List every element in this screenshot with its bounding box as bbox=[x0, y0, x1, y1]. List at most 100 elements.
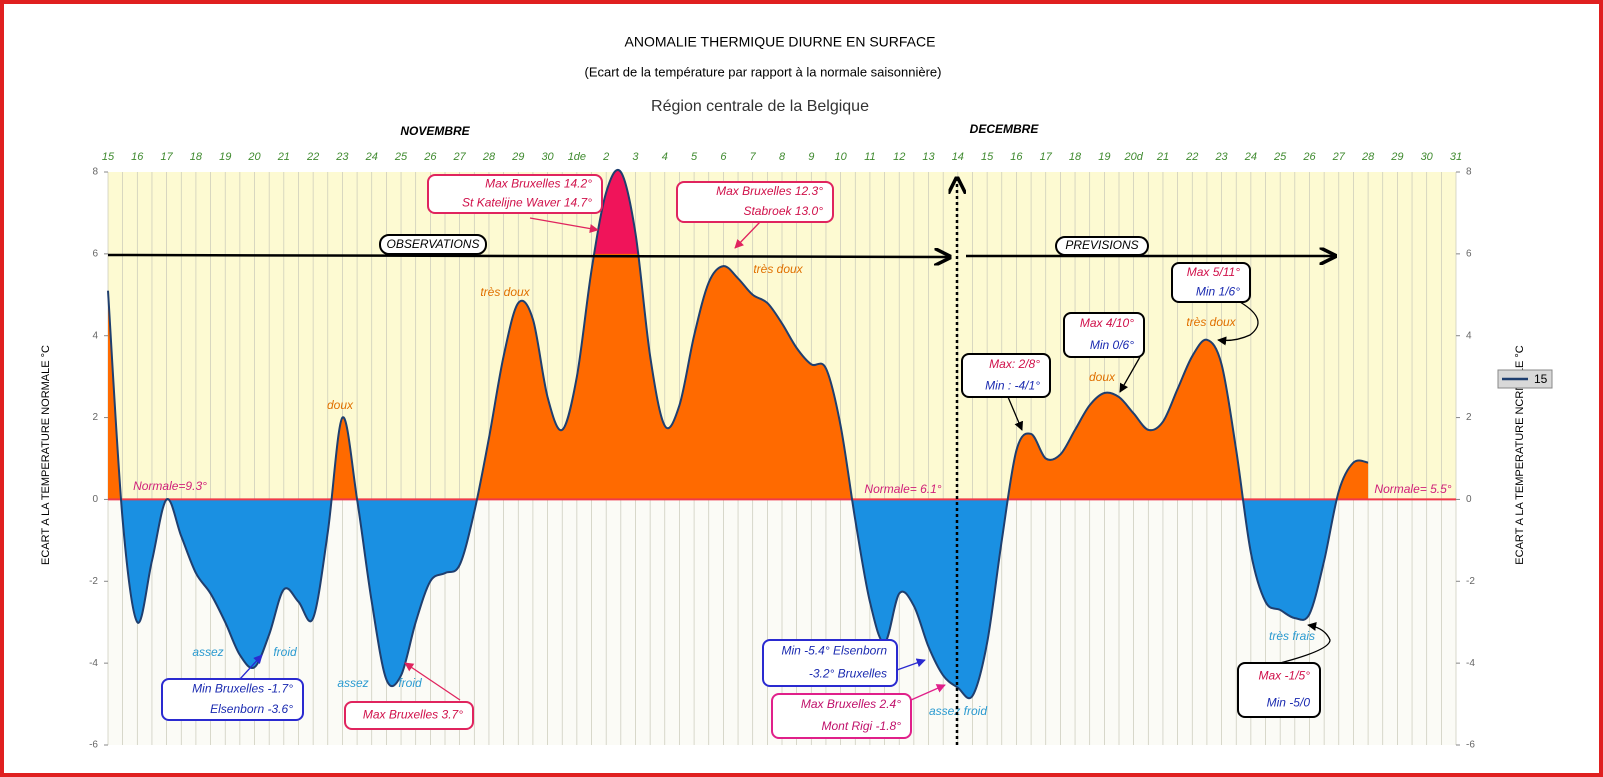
phase-label: PREVISIONS bbox=[1065, 238, 1138, 252]
annotation-box bbox=[1063, 312, 1145, 358]
x-tick-label: 20 bbox=[247, 151, 261, 163]
x-tick-label: 18 bbox=[190, 151, 203, 163]
x-tick-label: 8 bbox=[779, 151, 786, 163]
month-label: DECEMBRE bbox=[970, 122, 1040, 136]
x-tick-label: 7 bbox=[750, 151, 757, 163]
annotation-label: Normale= 5.5° bbox=[1374, 482, 1451, 496]
annotation-text: Max Bruxelles 14.2° bbox=[485, 177, 592, 191]
area-positive bbox=[108, 170, 1369, 500]
x-tick-label: 4 bbox=[662, 151, 668, 163]
annotation-text: Elsenborn -3.6° bbox=[210, 702, 293, 716]
annotation-box bbox=[1171, 262, 1251, 303]
x-tick-label: 13 bbox=[922, 151, 935, 163]
y2-tick-label: -4 bbox=[1466, 658, 1475, 669]
areas bbox=[107, 169, 1456, 700]
annotation-text: Stabroek 13.0° bbox=[743, 204, 823, 218]
y-tick-label: 4 bbox=[92, 330, 98, 341]
annotation-label: froid bbox=[273, 645, 297, 659]
x-tick-label: 23 bbox=[1214, 151, 1228, 163]
annotation-box bbox=[161, 678, 304, 721]
pointer bbox=[239, 654, 263, 680]
x-tick-label: 27 bbox=[1332, 151, 1346, 163]
pointer bbox=[1119, 356, 1141, 393]
annotation-text: -3.2° Bruxelles bbox=[809, 667, 887, 681]
x-tick-label: 16 bbox=[1010, 151, 1023, 163]
x-tick-label: 1de bbox=[568, 151, 586, 163]
x-tick-label: 24 bbox=[365, 151, 378, 163]
x-tick-label: 2 bbox=[602, 151, 609, 163]
annotation-box bbox=[427, 174, 603, 214]
x-tick-label: 21 bbox=[1156, 151, 1169, 163]
annotation-text: Max 5/11° bbox=[1187, 265, 1240, 279]
x-tick-label: 22 bbox=[306, 151, 319, 163]
y2-tick-label: -6 bbox=[1466, 740, 1475, 751]
annotation-text: Max Bruxelles 2.4° bbox=[801, 697, 901, 711]
x-tick-label: 15 bbox=[102, 151, 115, 163]
area-negative bbox=[108, 499, 1369, 699]
annotation-label: assez bbox=[192, 645, 223, 659]
pointer bbox=[529, 217, 599, 234]
x-tick-label: 29 bbox=[1390, 151, 1403, 163]
y-axis-label: ECART A LA TEMPERATURE NORMALE °C bbox=[40, 345, 52, 565]
x-tick-label: 30 bbox=[541, 151, 554, 163]
x-tick-label: 22 bbox=[1185, 151, 1198, 163]
x-tick-label: 10 bbox=[834, 151, 847, 163]
annotation-box bbox=[771, 693, 912, 739]
x-tick-label: 17 bbox=[160, 151, 173, 163]
x-tick-label: 25 bbox=[1273, 151, 1287, 163]
x-tick-label: 15 bbox=[981, 151, 994, 163]
annotation-label: très doux bbox=[1186, 315, 1236, 329]
y-tick-label: 2 bbox=[92, 412, 98, 423]
x-tick-label: 26 bbox=[1302, 151, 1316, 163]
y2-tick-label: 2 bbox=[1466, 412, 1472, 423]
pointer bbox=[404, 662, 461, 701]
x-tick-label: 6 bbox=[720, 151, 727, 163]
legend-label: 15 bbox=[1534, 372, 1548, 386]
y2-tick-label: 8 bbox=[1466, 167, 1472, 178]
annotation-text: Min : -4/1° bbox=[985, 378, 1040, 392]
x-tick-label: 28 bbox=[482, 151, 496, 163]
annotation-box bbox=[1237, 662, 1321, 718]
annotation-box bbox=[344, 701, 474, 730]
annotation-label: assez froid bbox=[929, 704, 987, 718]
x-tick-label: 5 bbox=[691, 151, 698, 163]
y2-tick-label: -2 bbox=[1466, 576, 1475, 587]
y-tick-label: -2 bbox=[89, 576, 98, 587]
x-tick-label: 21 bbox=[277, 151, 290, 163]
y-tick-label: -6 bbox=[89, 740, 98, 751]
phase-label: OBSERVATIONS bbox=[387, 237, 480, 251]
annotation-text: Min Bruxelles -1.7° bbox=[192, 681, 293, 695]
region: Région centrale de la Belgique bbox=[651, 98, 869, 115]
x-tick-label: 14 bbox=[952, 151, 964, 163]
y-tick-label: -4 bbox=[89, 658, 98, 669]
y2-axis-label: ECART A LA TEMPERATURE NCRMALE °C bbox=[1514, 345, 1526, 564]
annotation-text: Min -5.4° Elsenborn bbox=[781, 644, 887, 658]
x-tick-label: 3 bbox=[632, 151, 639, 163]
y2-tick-label: 6 bbox=[1466, 248, 1472, 259]
x-tick-label: 25 bbox=[394, 151, 408, 163]
annotation-text: Max Bruxelles 12.3° bbox=[716, 184, 823, 198]
annotation-text: Mont Rigi -1.8° bbox=[822, 719, 902, 733]
overlay: Normale=9.3° Normale= 6.1° Normale= 5.5° tr… bbox=[133, 174, 1452, 739]
annotation-text: St Katelijne Waver 14.7° bbox=[462, 196, 592, 210]
x-tick-label: 20d bbox=[1123, 151, 1143, 163]
annotation-text: Max: 2/8° bbox=[989, 357, 1040, 371]
x-tick-label: 17 bbox=[1040, 151, 1053, 163]
pointer bbox=[896, 658, 926, 671]
pointers bbox=[239, 217, 1331, 701]
x-tick-label: 31 bbox=[1450, 151, 1462, 163]
annotation-text: Min -5/0 bbox=[1267, 696, 1311, 710]
annotation-label: doux bbox=[1089, 370, 1116, 384]
chart-title: ANOMALIE THERMIQUE DIURNE EN SURFACE bbox=[625, 34, 936, 50]
y-tick-label: 8 bbox=[92, 167, 98, 178]
annotation-text: Min 1/6° bbox=[1196, 284, 1240, 298]
legend: 15 bbox=[1497, 369, 1553, 389]
annotation-label: très frais bbox=[1269, 629, 1315, 643]
y2-tick-label: 4 bbox=[1466, 330, 1472, 341]
x-tick-label: 23 bbox=[335, 151, 349, 163]
x-tick-label: 9 bbox=[808, 151, 814, 163]
phase-arrow bbox=[107, 255, 950, 257]
pointer bbox=[734, 221, 761, 249]
x-tick-label: 19 bbox=[219, 151, 231, 163]
